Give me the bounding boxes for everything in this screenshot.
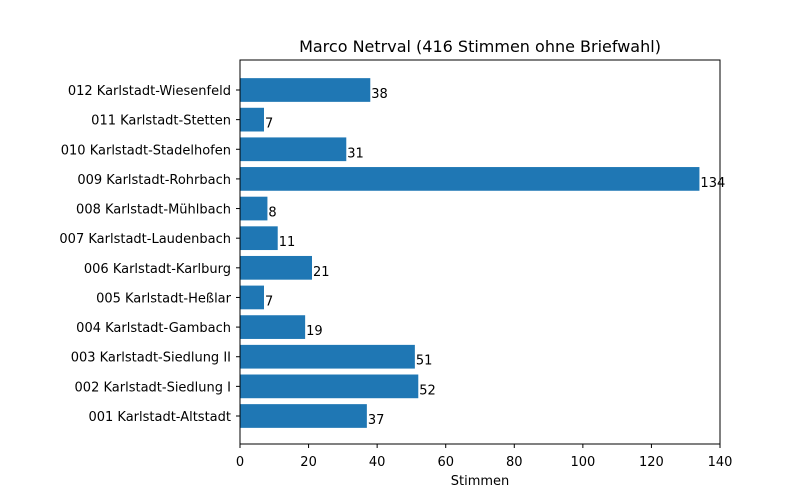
data-label: 134 bbox=[700, 176, 725, 191]
y-tick-label: 005 Karlstadt-Heßlar bbox=[96, 291, 232, 306]
y-tick-labels: 001 Karlstadt-Altstadt 002 Karlstadt-Sied… bbox=[59, 84, 240, 425]
data-label: 51 bbox=[416, 354, 433, 369]
x-tick-label: 100 bbox=[570, 455, 595, 470]
x-tick-label: 120 bbox=[639, 455, 664, 470]
data-label: 21 bbox=[313, 265, 330, 280]
x-tick-label: 20 bbox=[300, 455, 317, 470]
x-tick-label: 60 bbox=[437, 455, 454, 470]
data-label: 19 bbox=[306, 324, 323, 339]
data-label: 7 bbox=[265, 294, 273, 309]
x-axis-ticks: 0 20 40 60 80 100 120 140 bbox=[236, 444, 733, 470]
bar bbox=[240, 196, 268, 221]
y-tick-label: 010 Karlstadt-Stadelhofen bbox=[61, 143, 231, 158]
bar bbox=[240, 78, 371, 102]
data-label: 8 bbox=[268, 206, 276, 221]
x-tick-label: 40 bbox=[369, 455, 386, 470]
data-label: 11 bbox=[279, 235, 296, 250]
x-tick-label: 80 bbox=[506, 455, 523, 470]
y-tick-label: 012 Karlstadt-Wiesenfeld bbox=[68, 84, 231, 99]
y-tick-label: 001 Karlstadt-Altstadt bbox=[88, 410, 231, 425]
x-axis-label: Stimmen bbox=[451, 474, 510, 489]
bar bbox=[240, 315, 306, 339]
chart-title: Marco Netrval (416 Stimmen ohne Briefwah… bbox=[299, 37, 661, 56]
data-label: 38 bbox=[371, 87, 388, 102]
y-tick-label: 003 Karlstadt-Siedlung II bbox=[71, 351, 231, 366]
bar bbox=[240, 137, 347, 162]
y-tick-label: 007 Karlstadt-Laudenbach bbox=[59, 232, 231, 247]
x-tick-label: 140 bbox=[708, 455, 733, 470]
y-tick-label: 002 Karlstadt-Siedlung I bbox=[75, 380, 231, 395]
y-tick-label: 009 Karlstadt-Rohrbach bbox=[77, 173, 231, 188]
bar bbox=[240, 107, 264, 132]
x-tick-label: 0 bbox=[236, 455, 244, 470]
data-label: 52 bbox=[419, 383, 436, 398]
bar bbox=[240, 374, 419, 399]
y-tick-label: 006 Karlstadt-Karlburg bbox=[84, 262, 231, 277]
y-tick-label: 004 Karlstadt-Gambach bbox=[76, 321, 231, 336]
y-tick-label: 011 Karlstadt-Stetten bbox=[91, 114, 231, 129]
data-label: 37 bbox=[368, 413, 385, 428]
bar bbox=[240, 344, 415, 369]
data-labels: 37 52 51 19 7 21 118 134 31 7 38 bbox=[265, 87, 725, 428]
bar bbox=[240, 255, 312, 280]
data-label: 31 bbox=[347, 146, 364, 161]
bar bbox=[240, 167, 700, 191]
bar bbox=[240, 226, 278, 251]
bars-group bbox=[240, 78, 700, 428]
bar bbox=[240, 404, 367, 428]
bar bbox=[240, 285, 264, 310]
y-tick-label: 008 Karlstadt-Mühlbach bbox=[76, 203, 231, 218]
plot-frame bbox=[239, 59, 721, 445]
data-label: 7 bbox=[265, 117, 273, 132]
